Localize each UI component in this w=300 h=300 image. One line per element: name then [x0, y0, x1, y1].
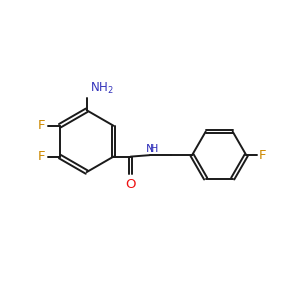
- Text: F: F: [38, 119, 45, 132]
- Text: O: O: [125, 178, 136, 191]
- Text: H: H: [150, 144, 159, 154]
- Text: N: N: [146, 144, 154, 154]
- Text: F: F: [259, 149, 267, 162]
- Text: F: F: [38, 150, 45, 163]
- Text: NH$_2$: NH$_2$: [90, 81, 114, 96]
